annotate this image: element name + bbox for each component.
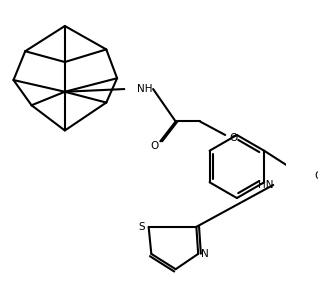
Text: S: S — [138, 222, 145, 232]
Text: NH: NH — [137, 84, 152, 94]
Text: O: O — [315, 171, 318, 181]
Text: HN: HN — [258, 180, 273, 190]
Text: N: N — [202, 249, 209, 259]
Text: O: O — [151, 141, 159, 151]
Text: O: O — [230, 133, 238, 143]
